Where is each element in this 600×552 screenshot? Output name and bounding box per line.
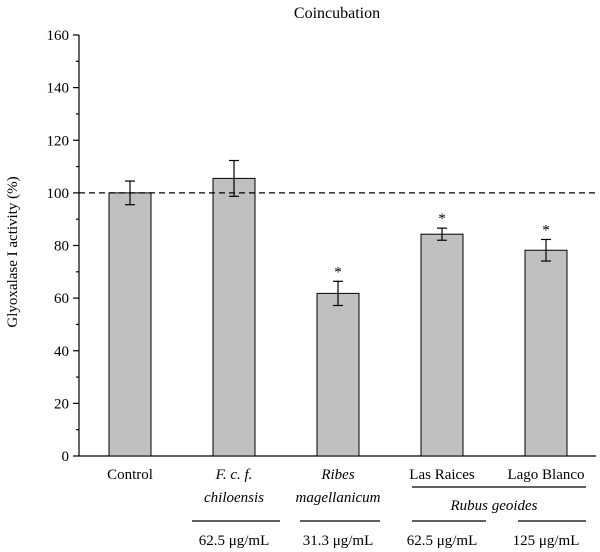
bar: [420, 233, 464, 457]
category-label: Control: [107, 467, 153, 483]
y-tick-label: 120: [47, 133, 70, 149]
significance-marker: *: [542, 222, 550, 238]
group-label: Rubus geoides: [449, 498, 537, 514]
y-axis-label: Glyoxalase I activity (%): [5, 176, 21, 327]
category-label-line2: magellanicum: [296, 490, 381, 506]
y-tick-label: 20: [54, 396, 69, 412]
y-tick-label: 40: [54, 344, 69, 360]
concentration-label: 62.5 μg/mL: [407, 533, 478, 549]
significance-marker: *: [334, 264, 342, 280]
y-tick-label: 140: [47, 81, 70, 97]
y-tick-label: 80: [54, 239, 69, 255]
y-tick-label: 100: [47, 186, 70, 202]
category-label: Ribes: [320, 467, 354, 483]
significance-marker: *: [438, 211, 446, 227]
chart-title: Coincubation: [294, 5, 380, 22]
concentration-label: 125 μg/mL: [513, 533, 580, 549]
category-labels: Control F. c. f. chiloensis Ribes magellanic…: [107, 467, 586, 549]
plot-area: 0 20 40 60 80 100 120 140 160 * * *: [47, 28, 596, 465]
concentration-label: 62.5 μg/mL: [199, 533, 270, 549]
bar: [212, 177, 256, 457]
concentration-label: 31.3 μg/mL: [303, 533, 374, 549]
category-label: Lago Blanco: [507, 467, 584, 483]
bar: [524, 249, 568, 457]
y-tick-label: 60: [54, 291, 69, 307]
y-tick-label: 160: [47, 28, 70, 44]
bar: [108, 192, 152, 457]
category-label: Las Raices: [409, 467, 475, 483]
bar: [316, 292, 360, 457]
category-label-line2: chiloensis: [204, 490, 264, 506]
y-tick-label: 0: [62, 449, 70, 465]
category-label: F. c. f.: [215, 467, 253, 483]
